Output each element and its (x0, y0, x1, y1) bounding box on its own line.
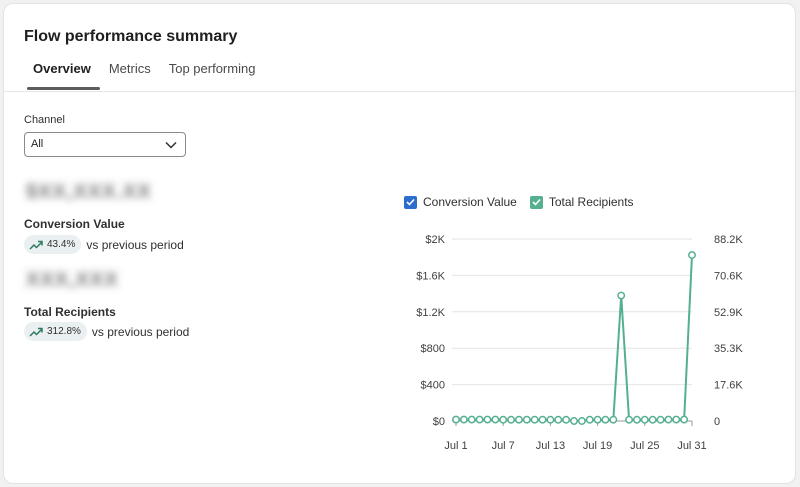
series-line-total-recipients (456, 255, 693, 422)
data-point (625, 415, 634, 424)
x-tick-label: Jul 13 (536, 440, 565, 452)
x-tick-label: Jul 7 (492, 440, 515, 452)
data-point (483, 415, 492, 424)
data-point (609, 415, 618, 424)
tab-bar: Overview Metrics Top performing (24, 59, 264, 90)
conversion-value-label: Conversion Value (24, 217, 125, 231)
data-point (554, 415, 563, 424)
data-point (514, 415, 523, 424)
channel-select[interactable]: All (24, 132, 186, 157)
data-point (648, 415, 657, 424)
data-point (538, 415, 547, 424)
data-point (459, 415, 468, 424)
flow-performance-panel: Flow performance summary Overview Metric… (3, 3, 796, 484)
data-point (617, 291, 626, 300)
y-right-tick-label: 0 (714, 416, 720, 428)
chart-legend: Conversion Value Total Recipients (404, 195, 647, 209)
line-chart: $0 0 $400 17.6K $800 35.3K $1.2K 52.9K $1.6K 70.6… (416, 234, 743, 452)
data-point (672, 415, 681, 424)
data-point (499, 415, 508, 424)
data-point (522, 415, 531, 424)
total-recipients-amount: XXX,XXX (26, 269, 119, 291)
recipients-change-value: 312.8% (47, 326, 81, 337)
chevron-down-icon (165, 141, 177, 149)
checkbox-checked-icon[interactable] (529, 195, 543, 209)
x-tick-label: Jul 1 (444, 440, 467, 452)
legend-conversion-label: Conversion Value (423, 195, 517, 209)
panel-title: Flow performance summary (24, 28, 238, 45)
channel-label: Channel (24, 114, 65, 126)
data-point (585, 415, 594, 424)
data-point (530, 415, 539, 424)
data-point (593, 415, 602, 424)
data-point (632, 415, 641, 424)
x-tick-label: Jul 25 (630, 440, 659, 452)
tab-metrics[interactable]: Metrics (108, 61, 151, 76)
data-point (491, 415, 500, 424)
data-point (452, 415, 460, 424)
x-tick-label: Jul 31 (677, 440, 706, 452)
recipients-change-badge: 312.8% (24, 322, 87, 341)
legend-conversion-value[interactable]: Conversion Value (404, 195, 517, 209)
tab-overview[interactable]: Overview (24, 59, 100, 90)
y-right-tick-label: 88.2K (714, 234, 743, 246)
y-right-tick-label: 35.3K (714, 343, 743, 355)
data-point (577, 417, 586, 425)
data-point (664, 415, 673, 424)
tab-divider (4, 91, 795, 92)
data-point (688, 251, 696, 260)
y-left-tick-label: $400 (421, 380, 445, 392)
tab-top-performing[interactable]: Top performing (168, 61, 256, 76)
data-point (570, 417, 578, 425)
recipients-comparison-text: vs previous period (91, 324, 190, 339)
trend-up-icon (29, 327, 43, 337)
conversion-value-amount: $XX,XXX.XX (26, 181, 152, 203)
conversion-value-trend: 43.4% vs previous period (24, 235, 184, 254)
y-right-tick-label: 52.9K (714, 307, 743, 319)
data-point (562, 415, 571, 424)
data-point (546, 415, 555, 424)
y-left-tick-label: $1.6K (416, 270, 445, 282)
y-left-tick-label: $0 (433, 416, 445, 428)
data-point (640, 415, 649, 424)
conversion-change-value: 43.4% (47, 239, 76, 250)
legend-total-recipients[interactable]: Total Recipients (529, 195, 634, 209)
legend-recipients-label: Total Recipients (548, 195, 634, 209)
data-point (475, 415, 484, 424)
data-point (467, 415, 476, 424)
y-right-tick-label: 70.6K (714, 270, 743, 282)
data-point (507, 415, 516, 424)
checkbox-checked-icon[interactable] (404, 195, 417, 209)
data-point (601, 415, 610, 424)
y-left-tick-label: $1.2K (416, 307, 445, 319)
total-recipients-label: Total Recipients (24, 305, 116, 319)
channel-select-value: All (31, 138, 44, 150)
conversion-comparison-text: vs previous period (86, 237, 184, 252)
y-left-tick-label: $800 (421, 343, 445, 355)
trend-up-icon (29, 240, 43, 250)
y-left-tick-label: $2K (425, 234, 445, 246)
conversion-change-badge: 43.4% (24, 235, 82, 254)
x-tick-label: Jul 19 (583, 440, 612, 452)
data-point (680, 415, 689, 424)
total-recipients-trend: 312.8% vs previous period (24, 322, 189, 341)
y-right-tick-label: 17.6K (714, 380, 743, 392)
data-point (656, 415, 665, 424)
